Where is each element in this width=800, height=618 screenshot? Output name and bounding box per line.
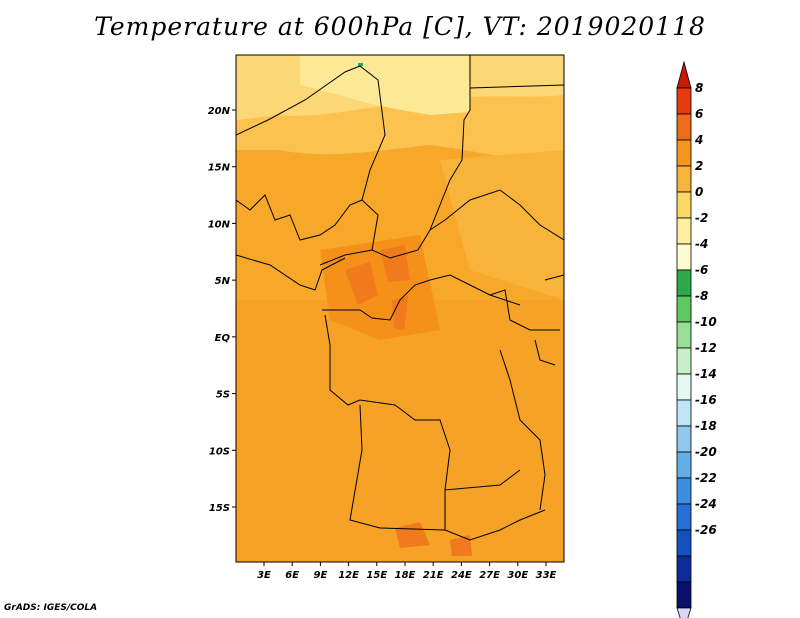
y-tick-label: 15N: [208, 163, 231, 174]
credit-text: GrADS: IGES/COLA: [4, 603, 98, 613]
x-tick-label: 9E: [314, 570, 328, 581]
colorbar-swatch: [676, 113, 692, 141]
green-spot: [358, 63, 363, 66]
colorbar-swatch: [676, 373, 692, 401]
colorbar-swatch: [676, 399, 692, 427]
colorbar-swatch: [676, 425, 692, 453]
x-tick-label: 21E: [423, 570, 444, 581]
colorbar-swatch: [676, 87, 692, 115]
southern-warm-region: [236, 300, 564, 562]
country-borders: [236, 55, 564, 541]
y-tick-label: 15S: [209, 503, 230, 514]
x-tick-label: 15E: [366, 570, 387, 581]
chart-title: Temperature at 600hPa [C], VT: 201902011…: [94, 12, 706, 41]
colorbar-label: -16: [695, 393, 717, 407]
colorbar-label: -22: [695, 471, 717, 485]
hotspot-1: [345, 262, 378, 305]
colorbar-swatch: [676, 191, 692, 219]
x-tick-label: 18E: [395, 570, 416, 581]
map-frame: [235, 54, 565, 563]
colorbar-label: -24: [695, 497, 717, 511]
y-tick-label: 5S: [216, 390, 230, 401]
colorbar-swatch: [676, 451, 692, 479]
colorbar-label: 0: [695, 185, 703, 199]
colorbar-swatch: [676, 295, 692, 323]
colorbar-swatch: [676, 217, 692, 245]
x-axis: 3E 6E 9E 12E 15E 18E 21E 24E 27E 30E 33E: [257, 562, 557, 581]
y-tick-label: 10S: [209, 446, 230, 457]
colorbar-label: 2: [695, 159, 703, 173]
colorbar-label: -10: [695, 315, 717, 329]
x-tick-label: 24E: [451, 570, 472, 581]
y-tick-label: EQ: [215, 333, 231, 344]
east-warm-region: [440, 150, 564, 300]
temperature-field: [236, 55, 564, 562]
colorbar-label: -2: [695, 211, 708, 225]
colorbar-swatch: [676, 243, 692, 271]
colorbar-label: -6: [695, 263, 708, 277]
colorbar-swatch: [676, 347, 692, 375]
colorbar-label: 8: [695, 81, 703, 95]
colorbar-label: -14: [695, 367, 717, 381]
colorbar-label: -8: [695, 289, 708, 303]
y-axis: 20N 15N 10N 5N EQ 5S 10S 15S: [208, 106, 236, 514]
colorbar-label: 6: [695, 107, 703, 121]
north-cool-region: [300, 55, 470, 115]
colorbar-label: -20: [695, 445, 717, 459]
hotspot-5: [450, 535, 472, 556]
colorbar-swatch: [676, 477, 692, 505]
central-dark-region: [320, 235, 440, 340]
colorbar-swatch: [676, 555, 692, 583]
y-tick-label: 10N: [208, 219, 231, 230]
colorbar-swatch: [676, 321, 692, 349]
y-tick-label: 20N: [208, 106, 231, 117]
colorbar-label: -26: [695, 523, 717, 537]
colorbar-top-triangle: [676, 60, 692, 89]
colorbar-swatch: [676, 503, 692, 531]
colorbar-swatch: [676, 139, 692, 167]
colorbar-swatch: [676, 529, 692, 557]
y-tick-label: 5N: [215, 276, 231, 287]
colorbar: 8 6 4 2 0 -2 -4 -6 -8 -10 -12 -14 -16 -18 -20 -22 -24 -26: [676, 60, 717, 618]
colorbar-swatch: [676, 581, 692, 609]
x-tick-label: 33E: [536, 570, 557, 581]
colorbar-label: -18: [695, 419, 717, 433]
x-tick-label: 30E: [507, 570, 528, 581]
colorbar-label: -12: [695, 341, 717, 355]
colorbar-swatch: [676, 269, 692, 297]
x-tick-label: 6E: [285, 570, 299, 581]
colorbar-label: -4: [695, 237, 708, 251]
colorbar-swatch: [676, 165, 692, 193]
x-tick-label: 3E: [257, 570, 271, 581]
colorbar-bottom-triangle: [676, 607, 692, 618]
hotspot-3: [392, 296, 408, 330]
x-tick-label: 27E: [479, 570, 500, 581]
x-tick-label: 12E: [338, 570, 359, 581]
colorbar-label: 4: [694, 133, 703, 147]
